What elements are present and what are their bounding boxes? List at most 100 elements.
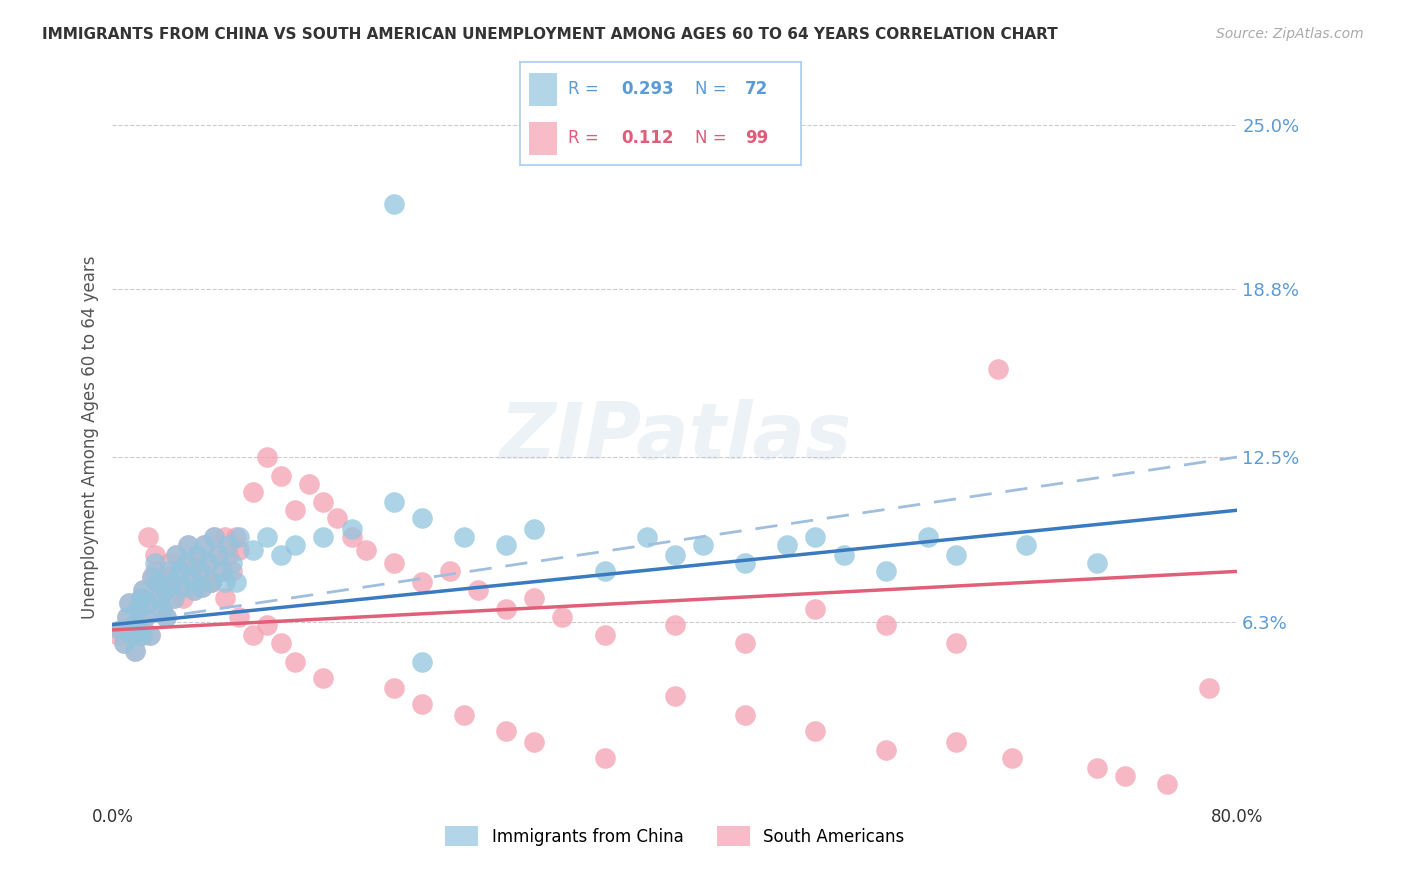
Point — [256, 530, 278, 544]
Point — [217, 538, 239, 552]
Point — [172, 580, 194, 594]
Point — [734, 636, 756, 650]
Point — [211, 565, 233, 579]
Point — [191, 580, 214, 594]
Point — [202, 530, 225, 544]
Point — [382, 681, 405, 696]
Point — [148, 591, 170, 605]
Point — [453, 530, 475, 544]
Point — [312, 495, 335, 509]
Point — [177, 538, 200, 552]
Point — [225, 575, 247, 590]
Point — [734, 557, 756, 571]
Point — [340, 522, 363, 536]
Point — [228, 543, 250, 558]
Point — [284, 655, 307, 669]
Point — [256, 450, 278, 464]
Point — [183, 582, 205, 597]
Point — [186, 549, 208, 563]
Point — [183, 582, 205, 597]
Point — [115, 609, 138, 624]
Point — [411, 655, 433, 669]
Point — [1156, 777, 1178, 791]
Text: 0.112: 0.112 — [621, 129, 673, 147]
Point — [118, 596, 141, 610]
Point — [141, 570, 163, 584]
Point — [242, 543, 264, 558]
Point — [242, 484, 264, 499]
Point — [551, 609, 574, 624]
Point — [110, 623, 132, 637]
FancyBboxPatch shape — [529, 73, 557, 105]
Point — [155, 609, 177, 624]
Point — [200, 575, 222, 590]
Point — [523, 591, 546, 605]
Point — [131, 628, 153, 642]
Point — [439, 565, 461, 579]
Point — [143, 549, 166, 563]
Point — [160, 575, 183, 590]
Point — [143, 557, 166, 571]
Point — [141, 570, 163, 584]
Point — [139, 628, 162, 642]
Point — [188, 565, 211, 579]
Point — [146, 575, 169, 590]
Point — [108, 623, 131, 637]
Text: 99: 99 — [745, 129, 769, 147]
Point — [157, 565, 180, 579]
Point — [136, 596, 159, 610]
Point — [1085, 557, 1108, 571]
Point — [169, 565, 191, 579]
Point — [177, 538, 200, 552]
Point — [127, 601, 149, 615]
Point — [734, 708, 756, 723]
Point — [165, 549, 187, 563]
Point — [124, 644, 146, 658]
Point — [453, 708, 475, 723]
Point — [221, 557, 243, 571]
Point — [148, 591, 170, 605]
Point — [312, 530, 335, 544]
Point — [495, 723, 517, 738]
Point — [112, 636, 135, 650]
Point — [495, 601, 517, 615]
Point — [180, 570, 202, 584]
Point — [169, 565, 191, 579]
Point — [340, 530, 363, 544]
Legend: Immigrants from China, South Americans: Immigrants from China, South Americans — [439, 820, 911, 853]
Point — [139, 628, 162, 642]
Point — [188, 565, 211, 579]
Point — [193, 538, 215, 552]
Point — [284, 503, 307, 517]
Point — [200, 575, 222, 590]
Point — [256, 617, 278, 632]
Point — [146, 575, 169, 590]
Text: R =: R = — [568, 80, 605, 98]
Point — [165, 549, 187, 563]
Point — [202, 530, 225, 544]
Point — [270, 468, 292, 483]
Point — [200, 575, 222, 590]
Point — [875, 742, 897, 756]
Point — [122, 617, 145, 632]
Point — [875, 565, 897, 579]
Point — [132, 582, 155, 597]
Point — [132, 582, 155, 597]
Point — [129, 591, 152, 605]
Point — [776, 538, 799, 552]
Point — [664, 549, 686, 563]
Point — [228, 530, 250, 544]
Point — [1015, 538, 1038, 552]
Point — [467, 582, 489, 597]
Text: Source: ZipAtlas.com: Source: ZipAtlas.com — [1216, 27, 1364, 41]
Point — [157, 570, 180, 584]
Point — [917, 530, 939, 544]
Point — [214, 530, 236, 544]
Point — [225, 530, 247, 544]
Point — [136, 530, 159, 544]
Point — [134, 609, 156, 624]
Point — [214, 591, 236, 605]
Point — [382, 557, 405, 571]
Text: N =: N = — [695, 80, 725, 98]
Point — [284, 538, 307, 552]
